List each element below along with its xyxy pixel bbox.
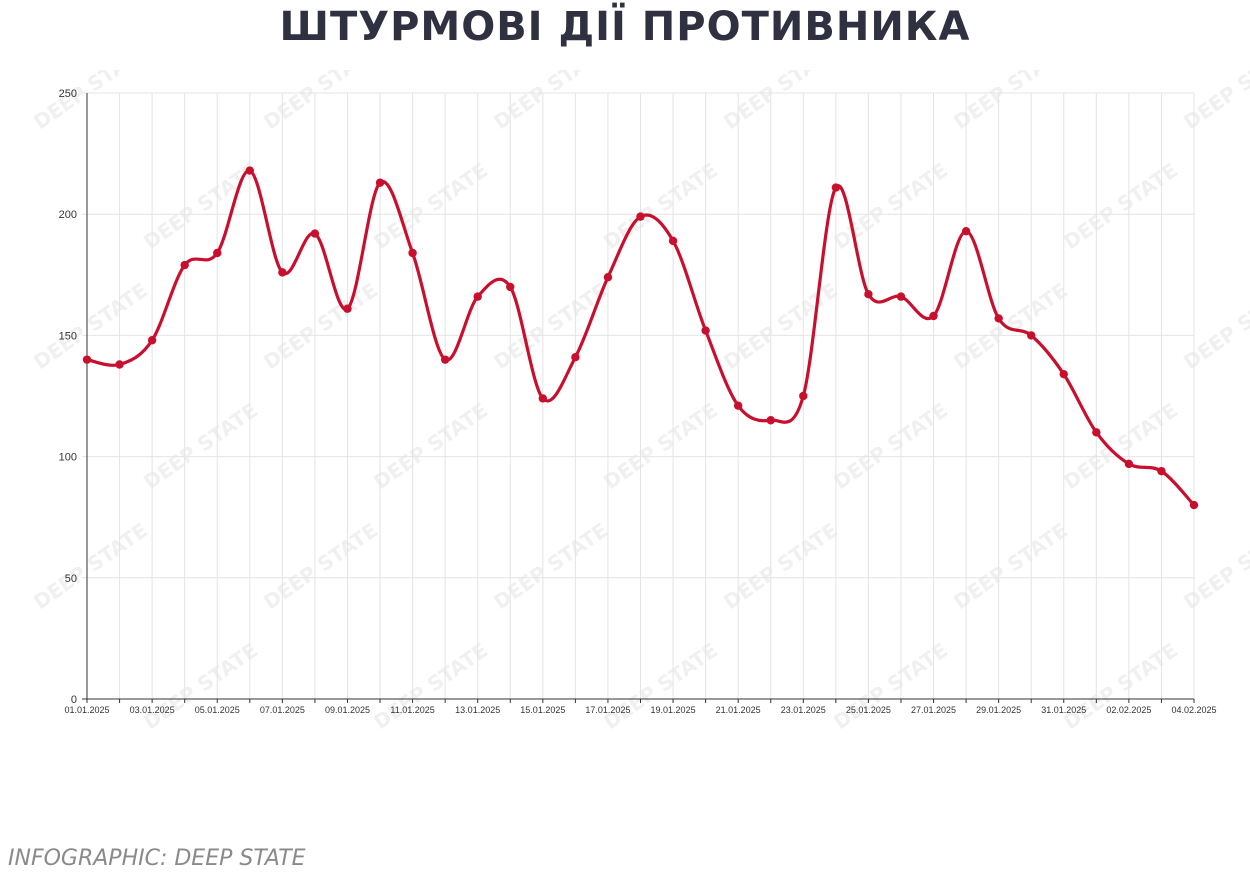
x-tick-labels: 01.01.2025 03.01.2025 05.01.2025 07.01.2025… — [64, 705, 1216, 715]
chart-title: ШТУРМОВІ ДІЇ ПРОТИВНИКА — [279, 4, 971, 50]
watermark-text: DEEP STATE — [599, 638, 722, 734]
watermark-text: DEEP STATE — [599, 158, 722, 254]
watermark-text: DEEP STATE — [259, 278, 382, 374]
y-tick-label: 50 — [65, 573, 77, 585]
data-point — [245, 166, 254, 175]
y-tick-label: 100 — [59, 452, 77, 464]
x-tick-label: 03.01.2025 — [130, 705, 175, 715]
data-point — [1124, 459, 1134, 469]
watermark-text: DEEP STATE — [139, 638, 262, 734]
chart-axes — [86, 93, 1195, 703]
x-tick-label: 23.01.2025 — [781, 705, 826, 715]
data-point — [896, 292, 906, 301]
data-point — [1157, 466, 1166, 476]
data-point — [506, 282, 515, 292]
watermark-text: DEEP STATE — [949, 70, 1072, 134]
y-tick-label: 0 — [71, 694, 77, 706]
watermark-text: DEEP STATE — [29, 518, 152, 614]
x-tick-label: 21.01.2025 — [716, 705, 761, 715]
data-point — [864, 289, 873, 299]
data-point — [1189, 500, 1199, 510]
y-tick-label: 150 — [59, 330, 77, 342]
watermark-text: DEEP STATE — [139, 158, 262, 254]
y-tick-label: 250 — [59, 88, 77, 100]
data-point — [1092, 428, 1101, 437]
watermark-text: DEEP STATE — [489, 518, 612, 614]
x-tick-label: 07.01.2025 — [260, 705, 305, 715]
x-tick-label: 05.01.2025 — [195, 705, 240, 715]
data-point — [701, 326, 710, 335]
data-point — [1027, 331, 1036, 340]
watermark-text: DEEP STATE — [1059, 638, 1182, 734]
watermark-text: DEEP STATE — [369, 398, 492, 494]
x-tick-label: 31.01.2025 — [1041, 705, 1086, 715]
data-point — [831, 183, 841, 192]
x-tick-label: 15.01.2025 — [520, 705, 565, 715]
data-point — [538, 394, 548, 403]
watermark-text: DEEP STATE — [489, 278, 612, 374]
watermark-text: DEEP STATE — [259, 518, 382, 614]
x-tick-label: 27.01.2025 — [911, 705, 956, 715]
series-line — [85, 168, 1196, 507]
data-point — [733, 401, 743, 410]
x-tick-label: 29.01.2025 — [976, 705, 1021, 715]
data-point — [636, 212, 645, 221]
infographic-caption: INFOGRAPHIC: DEEP STATE — [8, 846, 306, 871]
x-tick-label: 04.02.2025 — [1171, 705, 1216, 715]
data-point — [375, 178, 385, 187]
line-chart: DEEP STATE DEEP STATE DEEP STATE DEEP STATE… — [29, 70, 1250, 734]
y-tick-label: 200 — [59, 209, 77, 221]
data-point — [180, 260, 189, 270]
data-point — [473, 292, 482, 301]
x-tick-label: 25.01.2025 — [846, 705, 891, 715]
watermark-text: DEEP STATE — [1179, 278, 1250, 374]
data-point — [961, 226, 971, 236]
x-tick-label: 19.01.2025 — [651, 705, 696, 715]
watermark-text: DEEP STATE — [369, 158, 492, 254]
data-point — [278, 268, 287, 277]
watermark-text: DEEP STATE — [369, 638, 492, 734]
watermark-text: DEEP STATE — [719, 278, 842, 374]
data-point — [799, 391, 808, 401]
data-point — [310, 229, 320, 238]
data-point — [766, 416, 775, 425]
data-point — [668, 236, 678, 246]
watermark-text: DEEP STATE — [949, 518, 1072, 614]
x-tick-label: 09.01.2025 — [325, 705, 370, 715]
x-tick-label: 02.02.2025 — [1106, 705, 1151, 715]
watermark-text: DEEP STATE — [259, 70, 382, 134]
watermark-text: DEEP STATE — [719, 70, 842, 134]
watermark-text: DEEP STATE — [29, 70, 152, 134]
y-tick-labels: 0 50 100 150 200 250 — [59, 88, 77, 706]
data-point — [408, 248, 417, 258]
data-point — [213, 248, 222, 258]
watermark-text: DEEP STATE — [1059, 158, 1182, 254]
x-tick-label: 13.01.2025 — [455, 705, 500, 715]
data-point — [571, 353, 580, 362]
x-tick-label: 17.01.2025 — [585, 705, 630, 715]
data-point — [115, 360, 124, 369]
watermark-layer: DEEP STATE DEEP STATE DEEP STATE DEEP STATE… — [29, 70, 1250, 734]
data-point — [603, 273, 613, 282]
data-point — [1059, 369, 1068, 379]
x-tick-label: 01.01.2025 — [64, 705, 109, 715]
x-tick-label: 11.01.2025 — [390, 705, 434, 715]
watermark-text: DEEP STATE — [1059, 398, 1182, 494]
data-point — [929, 311, 938, 321]
data-point — [440, 355, 450, 364]
chart-grid — [82, 92, 1195, 700]
watermark-text: DEEP STATE — [139, 398, 262, 494]
data-point — [147, 336, 157, 345]
data-point — [994, 314, 1003, 323]
watermark-text: DEEP STATE — [719, 518, 842, 614]
data-point — [82, 355, 92, 364]
watermark-text: DEEP STATE — [1179, 518, 1250, 614]
watermark-text: DEEP STATE — [599, 398, 722, 494]
data-point — [343, 304, 352, 313]
watermark-text: DEEP STATE — [1179, 70, 1250, 134]
watermark-text: DEEP STATE — [489, 70, 612, 134]
series-points — [82, 166, 1199, 510]
